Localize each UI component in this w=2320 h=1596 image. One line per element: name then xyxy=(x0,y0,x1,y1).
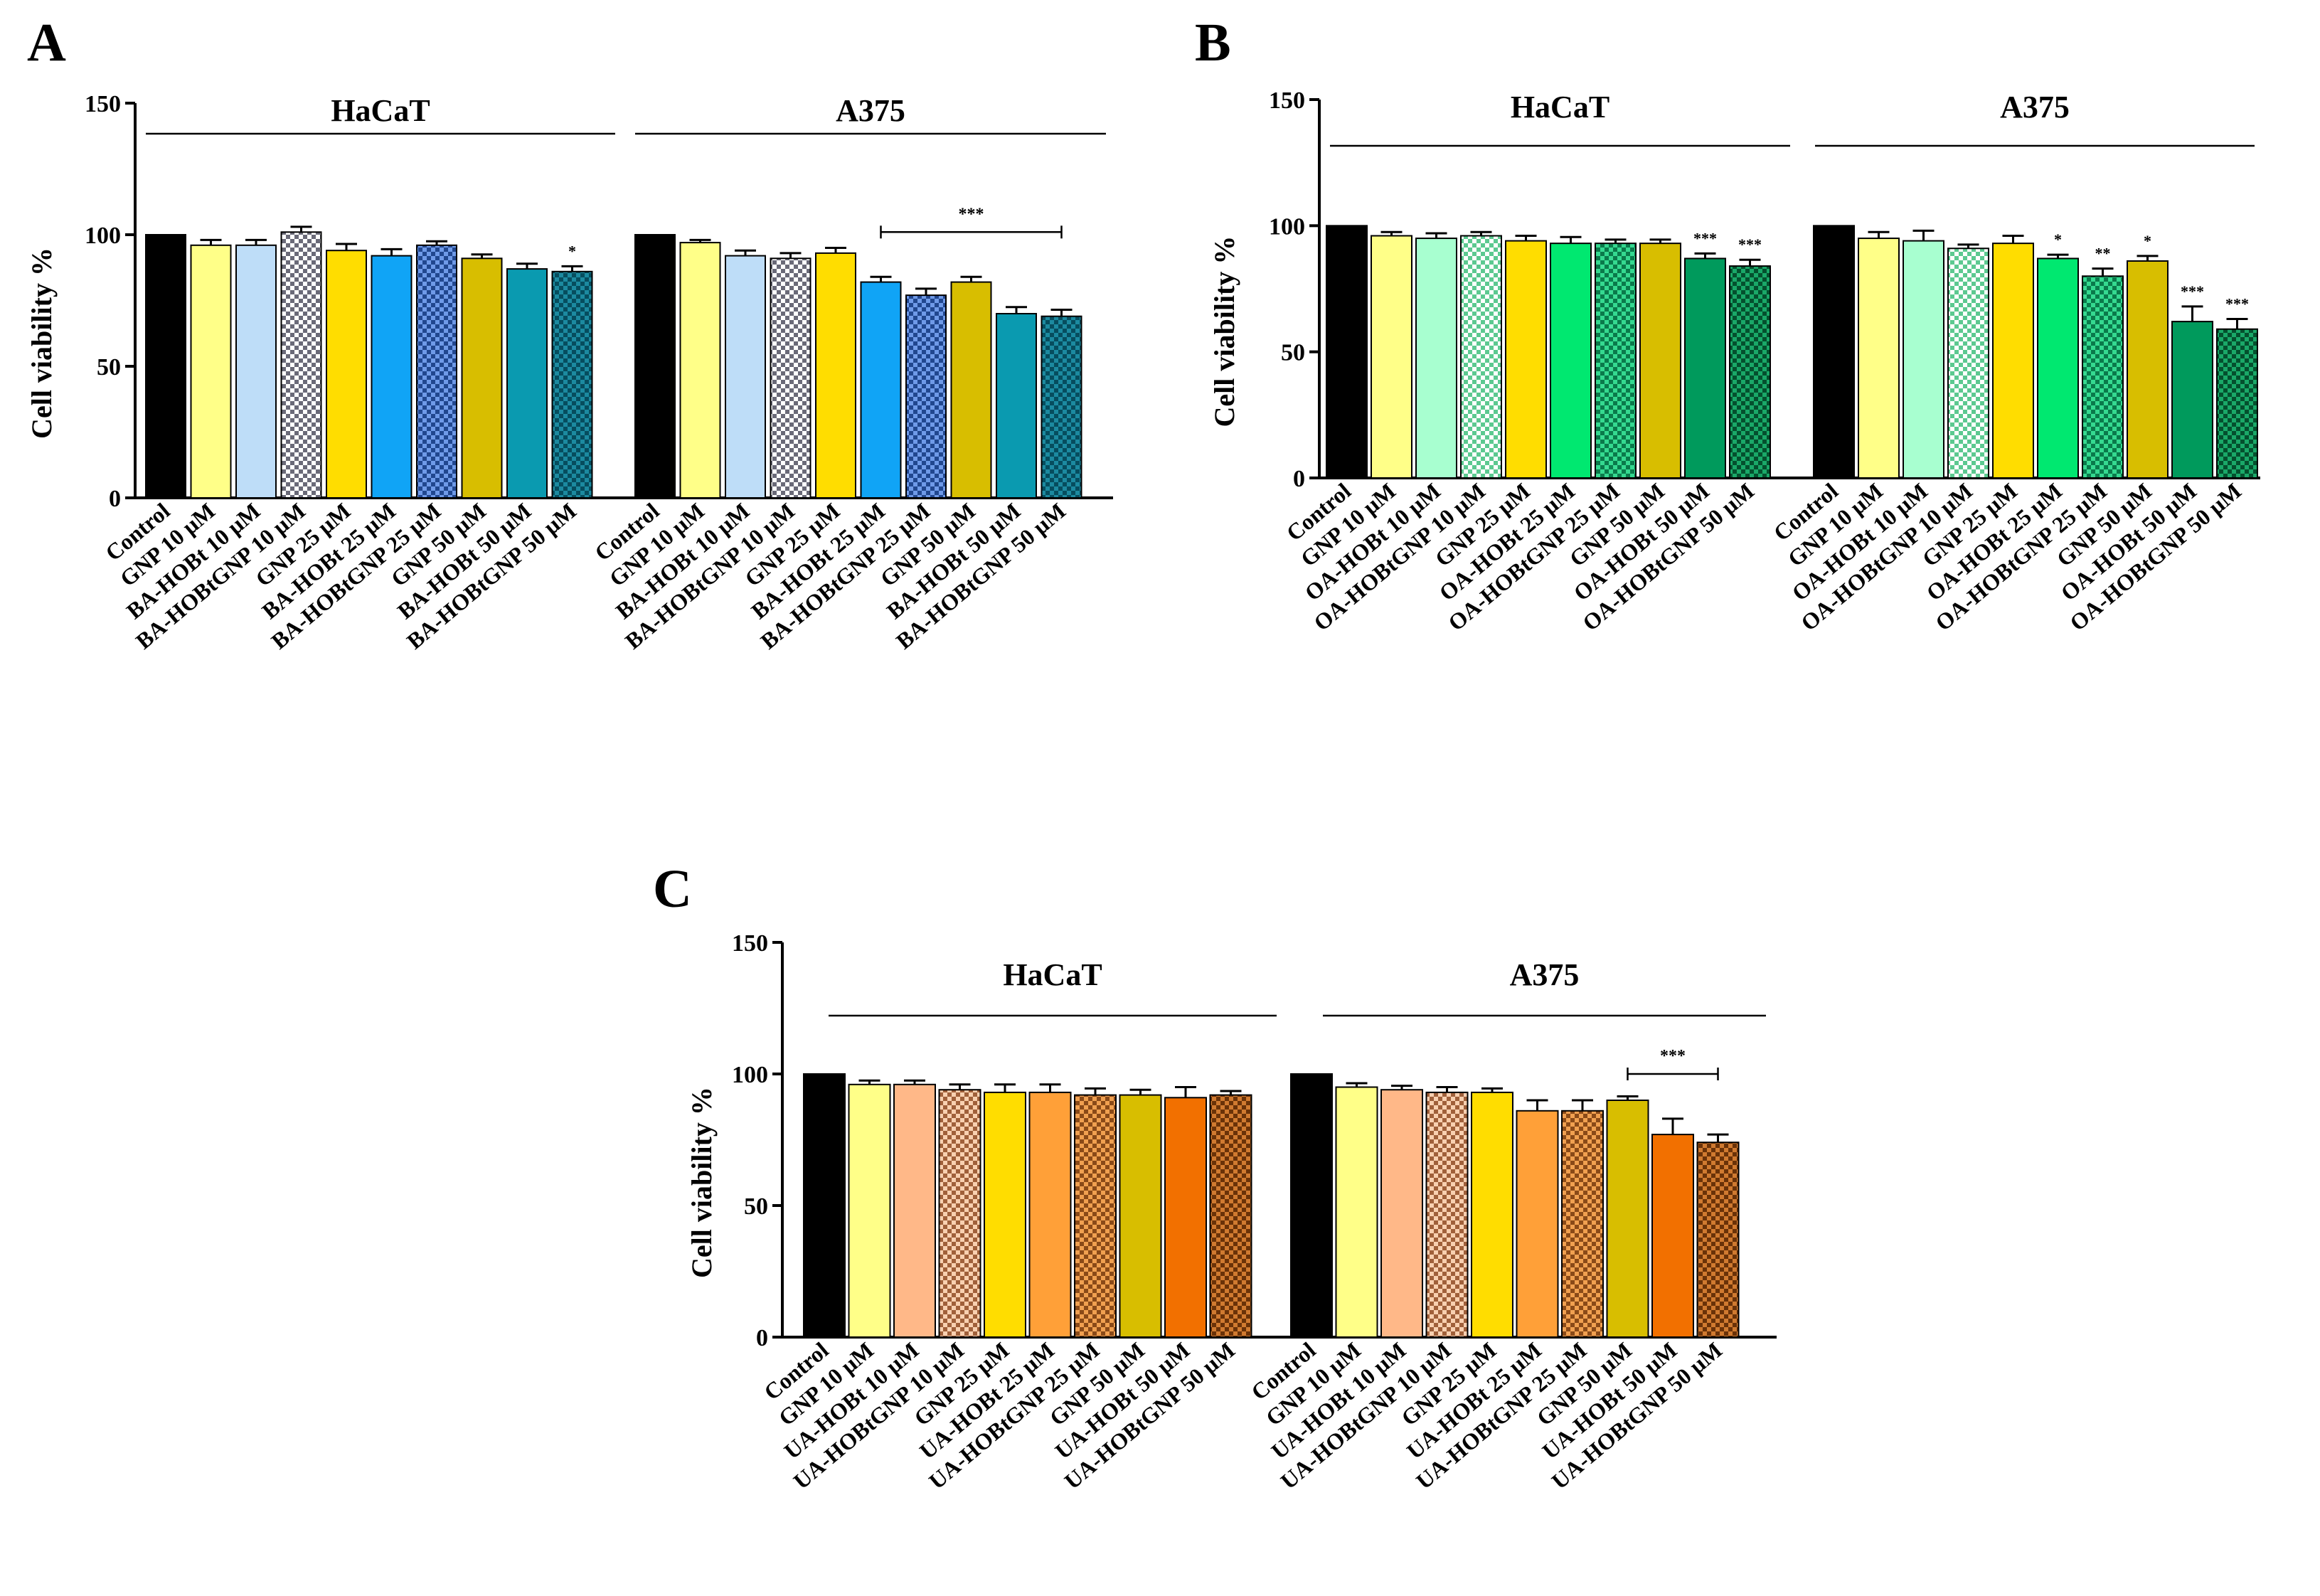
significance-label: * xyxy=(568,242,576,260)
bar xyxy=(905,294,947,499)
bar xyxy=(280,231,322,499)
bar xyxy=(1561,1110,1604,1339)
bar xyxy=(770,257,812,499)
bar xyxy=(984,1091,1026,1339)
group-title: A375 xyxy=(836,93,905,128)
group-title: A375 xyxy=(2000,90,2070,124)
bar xyxy=(1371,235,1412,479)
bar xyxy=(1639,243,1681,479)
y-tick-label: 100 xyxy=(732,1062,768,1088)
y-tick-label: 50 xyxy=(744,1193,768,1220)
bar xyxy=(1550,243,1592,479)
group-title: HaCaT xyxy=(331,93,430,128)
bar xyxy=(1335,1086,1378,1338)
group-title: HaCaT xyxy=(1003,957,1102,992)
panel-letter-c: C xyxy=(653,859,692,919)
y-tick-label: 150 xyxy=(85,91,121,117)
y-tick-label: 100 xyxy=(1269,213,1305,240)
bar xyxy=(1326,225,1368,479)
bar xyxy=(1595,243,1637,479)
bar xyxy=(1505,240,1547,479)
bar xyxy=(1164,1097,1207,1339)
bar xyxy=(803,1073,846,1338)
y-axis-label: Cell viability % xyxy=(686,1087,718,1278)
bar xyxy=(893,1083,936,1339)
bar xyxy=(506,268,548,499)
significance-label: ** xyxy=(2095,245,2111,262)
bar xyxy=(326,250,367,499)
bar xyxy=(848,1083,891,1339)
y-tick-label: 100 xyxy=(85,223,121,249)
bar xyxy=(815,252,856,499)
bar xyxy=(1729,265,1771,479)
group-title: HaCaT xyxy=(1511,90,1609,124)
bar xyxy=(1460,235,1502,479)
y-axis-label: Cell viability % xyxy=(1208,236,1240,427)
y-tick-label: 0 xyxy=(109,486,121,512)
bracket-label: *** xyxy=(1660,1047,1686,1065)
bar xyxy=(371,255,413,499)
panel-letter-b: B xyxy=(1195,13,1231,73)
bar xyxy=(551,270,593,499)
significance-label: *** xyxy=(1693,229,1717,247)
bar xyxy=(1606,1100,1649,1338)
bar xyxy=(2037,257,2079,479)
bar xyxy=(2171,321,2213,479)
bar xyxy=(1516,1110,1559,1339)
bar xyxy=(725,255,766,499)
significance-label: *** xyxy=(2225,295,2249,313)
bar xyxy=(938,1089,981,1338)
y-tick-label: 50 xyxy=(1281,340,1305,366)
bar xyxy=(1903,240,1944,479)
significance-label: *** xyxy=(1738,235,1762,253)
bar xyxy=(190,244,232,499)
y-tick-label: 0 xyxy=(756,1325,768,1351)
bar xyxy=(1813,225,1855,479)
bar xyxy=(2216,328,2258,479)
bar xyxy=(1415,238,1457,479)
bar xyxy=(679,242,721,499)
bar xyxy=(416,244,457,499)
bar xyxy=(1028,1091,1072,1339)
bar xyxy=(1425,1091,1469,1339)
significance-label: *** xyxy=(2181,282,2204,300)
bar xyxy=(2082,275,2124,479)
significance-label: * xyxy=(2054,230,2062,248)
y-tick-label: 150 xyxy=(1269,87,1305,114)
bar xyxy=(1651,1134,1694,1338)
bar xyxy=(1471,1091,1513,1339)
bar xyxy=(1209,1094,1252,1338)
bar xyxy=(860,281,902,499)
y-tick-label: 50 xyxy=(97,354,121,381)
bar xyxy=(634,234,676,499)
bar xyxy=(461,257,503,499)
bar xyxy=(950,281,992,499)
bar xyxy=(1074,1094,1117,1338)
bar xyxy=(2127,260,2169,479)
bar xyxy=(996,313,1037,499)
bar xyxy=(1858,238,1900,479)
bar xyxy=(1992,243,2034,479)
bar xyxy=(1947,248,1989,479)
bar xyxy=(1684,257,1726,479)
bar xyxy=(1380,1089,1423,1338)
bar xyxy=(1041,315,1082,499)
bar xyxy=(145,234,186,499)
y-tick-label: 0 xyxy=(1293,466,1305,492)
group-title: A375 xyxy=(1510,957,1580,992)
bar xyxy=(1290,1073,1333,1338)
significance-label: * xyxy=(2144,232,2151,250)
bar xyxy=(1119,1094,1162,1338)
y-axis-label: Cell viability % xyxy=(26,248,58,439)
panel-letter-a: A xyxy=(27,13,66,73)
bar xyxy=(1696,1142,1740,1338)
bar xyxy=(235,244,277,499)
y-tick-label: 150 xyxy=(732,930,768,957)
bracket-label: *** xyxy=(959,205,984,223)
